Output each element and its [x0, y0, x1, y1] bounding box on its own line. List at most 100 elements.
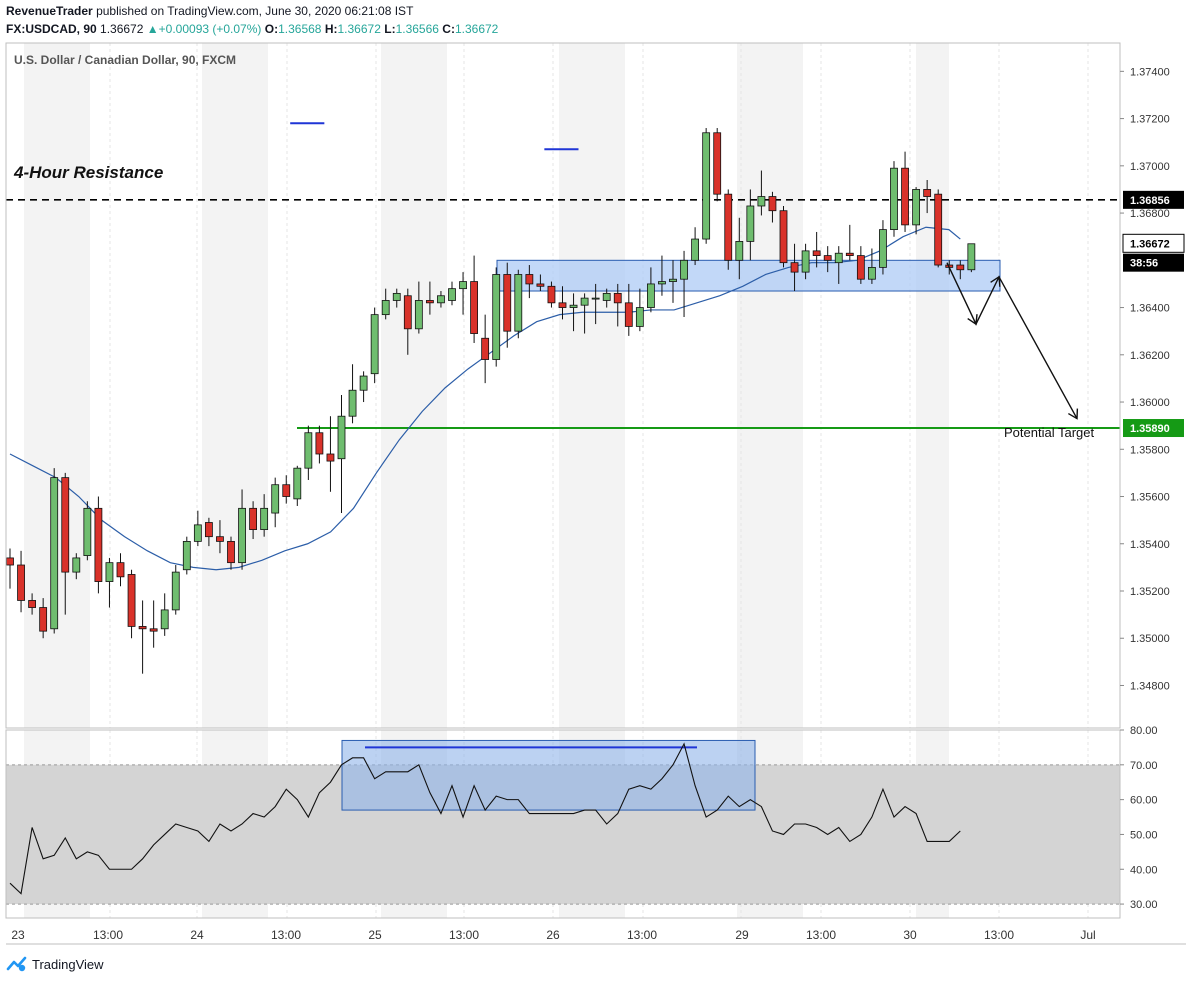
candle-down	[94, 507, 103, 582]
session-band	[559, 43, 625, 728]
candle-up	[83, 507, 92, 556]
price-tag	[1123, 419, 1184, 438]
candle-down	[525, 274, 534, 285]
price-tick-label: 1.37000	[1130, 161, 1170, 173]
candle-up	[658, 281, 666, 285]
candle-up	[171, 571, 180, 611]
price-tick-label: 1.35400	[1130, 539, 1170, 551]
candle-down	[724, 193, 733, 261]
open-label: O:	[264, 22, 279, 36]
candle-up	[271, 484, 280, 514]
candle-up	[370, 314, 379, 375]
time-tick-label: 26	[546, 928, 560, 942]
ma-line	[9, 226, 961, 571]
candle-up	[834, 252, 843, 264]
price-tag-label: 1.36856	[1130, 195, 1170, 207]
footer: TradingView	[6, 956, 104, 972]
candle-up	[72, 557, 81, 573]
candle-up	[635, 307, 644, 327]
candle-up	[337, 415, 346, 460]
candle-up	[160, 609, 169, 630]
time-tick-label: Jul	[1080, 928, 1095, 942]
session-band	[737, 43, 803, 728]
candle-down	[812, 250, 821, 256]
open-value: 1.36568	[278, 22, 322, 36]
price-tag	[1123, 190, 1184, 209]
rsi-line	[9, 742, 961, 895]
price-tick-label: 1.36000	[1130, 397, 1170, 409]
candle-up	[669, 278, 677, 282]
candle-up	[260, 507, 269, 530]
price-tag-label: 38:56	[1130, 258, 1158, 270]
publisher-name: RevenueTrader	[6, 4, 93, 18]
candle-down	[845, 252, 854, 256]
candle-down	[282, 484, 291, 497]
price-tag	[1123, 253, 1184, 272]
candle-up	[238, 507, 246, 564]
candle-down	[856, 255, 865, 280]
candle-up	[569, 304, 578, 308]
rsi-tick-label: 30.00	[1130, 899, 1158, 911]
candle-down	[547, 285, 556, 304]
price-tag-label: 1.35890	[1130, 423, 1170, 435]
session-band	[916, 43, 949, 728]
candles	[6, 128, 976, 674]
candle-up	[801, 250, 810, 273]
candle-down	[503, 274, 512, 332]
candle-up	[591, 297, 600, 300]
candle-down	[823, 255, 832, 261]
rsi-tick-label: 80.00	[1130, 725, 1158, 737]
candle-up	[890, 167, 898, 231]
candle-up	[514, 274, 523, 332]
candle-up	[735, 241, 744, 261]
candle-down	[149, 628, 158, 632]
candle-down	[624, 302, 633, 327]
candle-down	[956, 264, 965, 271]
candle-up	[293, 467, 302, 500]
price-change: +0.00093 (+0.07%)	[158, 22, 262, 36]
time-tick-label: 13:00	[449, 928, 479, 942]
session-band	[381, 43, 447, 728]
candle-down	[790, 262, 799, 273]
candle-down	[138, 626, 147, 630]
price-tick-label: 1.36800	[1130, 208, 1170, 220]
time-tick-label: 24	[190, 928, 204, 942]
candle-down	[204, 522, 213, 538]
candle-up	[348, 389, 357, 417]
pane-frame	[5, 42, 1186, 945]
chart-text: U.S. Dollar / Canadian Dollar, 90, FXCM 4…	[13, 53, 1094, 440]
candle-down	[934, 193, 943, 266]
candle-down	[61, 477, 70, 573]
candle-up	[879, 229, 887, 268]
moving-average	[9, 226, 961, 571]
price-tick-label: 1.36200	[1130, 350, 1170, 362]
candle-up	[680, 259, 688, 280]
price-tick-label: 1.36400	[1130, 303, 1170, 315]
time-tick-label: 13:00	[806, 928, 836, 942]
close-value: 1.36672	[454, 22, 499, 36]
candle-down	[481, 337, 490, 360]
candle-up	[437, 295, 445, 304]
candle-down	[768, 196, 777, 212]
price-tick-label: 1.34800	[1130, 680, 1170, 692]
candle-up	[757, 196, 766, 207]
candle-up	[50, 477, 59, 630]
target-label: Potential Target	[1004, 425, 1094, 440]
candle-down	[127, 574, 136, 627]
candle-down	[558, 302, 567, 308]
candle-down	[39, 607, 48, 632]
rsi-tick-label: 50.00	[1130, 829, 1158, 841]
candle-up	[459, 281, 467, 290]
price-pane-border	[5, 42, 1121, 729]
candle-down	[470, 281, 479, 334]
candle-up	[868, 266, 876, 280]
candle-down	[326, 453, 335, 462]
time-tick-label: 25	[368, 928, 382, 942]
candle-down	[6, 557, 14, 566]
projection-path	[946, 262, 1078, 419]
publish-line: RevenueTrader published on TradingView.c…	[6, 4, 413, 18]
candle-up	[182, 540, 191, 571]
candle-down	[28, 600, 37, 608]
candle-up	[647, 283, 655, 308]
